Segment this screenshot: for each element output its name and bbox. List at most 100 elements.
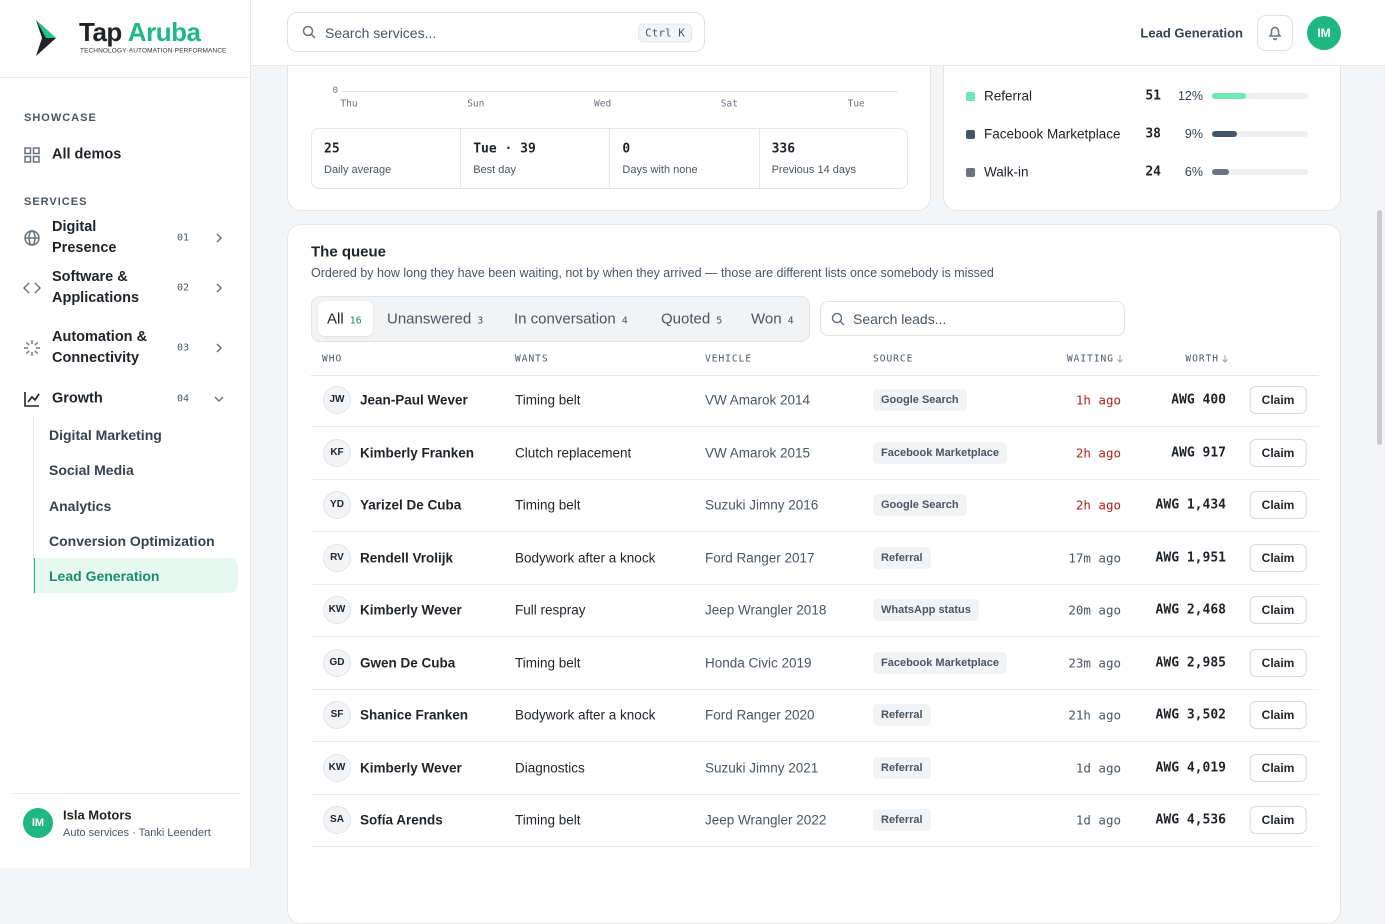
lead-name[interactable]: Gwen De Cuba — [360, 655, 456, 670]
tab[interactable]: Won 4 — [751, 311, 794, 328]
lead-name[interactable]: Sofía Arends — [360, 812, 443, 828]
lead-waiting: 1d ago — [1075, 760, 1121, 775]
claim-button[interactable]: Claim — [1249, 648, 1307, 677]
lead-vehicle: VW Amarok 2014 — [705, 392, 811, 408]
nav-item[interactable]: Automation & Connectivity — [52, 329, 148, 366]
stats-divider — [609, 128, 611, 189]
lead-avatar: KW — [323, 753, 351, 782]
brand-accent: Aruba — [127, 17, 201, 47]
tab[interactable]: Unanswered 3 — [387, 311, 483, 328]
share-track — [1212, 93, 1308, 99]
lead-wants: Timing belt — [515, 497, 581, 513]
lead-worth: AWG 4,536 — [1155, 812, 1226, 828]
lead-waiting: 23m ago — [1068, 655, 1121, 670]
x-tick-label: Wed — [594, 98, 612, 110]
row-rule — [311, 741, 1319, 742]
nav-subitem[interactable]: Analytics — [49, 497, 112, 514]
stat-label: Best day — [473, 164, 516, 176]
tab-count: 5 — [716, 315, 723, 327]
lead-name[interactable]: Kimberly Franken — [360, 445, 475, 460]
x-tick-label: Sat — [720, 98, 738, 110]
source-share: 9% — [1184, 127, 1203, 141]
claim-button[interactable]: Claim — [1249, 806, 1307, 834]
source-dot — [966, 168, 975, 177]
lead-vehicle: Ford Ranger 2020 — [705, 707, 815, 723]
divider — [0, 77, 250, 78]
share-track — [1212, 169, 1308, 175]
tab[interactable]: All 16 — [327, 311, 362, 328]
nav-subitem[interactable]: Social Media — [49, 462, 134, 479]
nav-item[interactable]: Growth — [52, 390, 103, 407]
nav-item[interactable]: Digital Presence — [52, 219, 117, 256]
nav-subitem[interactable]: Lead Generation — [49, 568, 160, 585]
lead-source: Google Search — [873, 389, 967, 411]
claim-button[interactable]: Claim — [1249, 386, 1307, 414]
row-rule — [311, 583, 1319, 585]
stat-value: 336 — [771, 141, 796, 157]
claim-button[interactable]: Claim — [1249, 753, 1307, 782]
notifications[interactable] — [1257, 15, 1293, 51]
row-rule — [311, 426, 1319, 427]
claim-button[interactable]: Claim — [1249, 701, 1307, 729]
brand-tagline: TECHNOLOGY·AUTOMATION·PERFORMANCE — [80, 47, 227, 55]
share-track — [1212, 131, 1308, 137]
nav-subitem[interactable]: Conversion Optimization — [49, 532, 215, 549]
stat-value: Tue · 39 — [473, 141, 536, 157]
row-rule — [311, 531, 1319, 532]
claim-button[interactable]: Claim — [1249, 543, 1307, 572]
lead-source: Referral — [873, 704, 931, 726]
lead-name[interactable]: Yarizel De Cuba — [360, 497, 462, 513]
nav-number: 03 — [177, 342, 190, 354]
header-rule — [311, 375, 1319, 376]
lead-name[interactable]: Kimberly Wever — [360, 760, 462, 775]
row-rule — [311, 846, 1319, 847]
source-share: 12% — [1177, 89, 1203, 103]
tab-label: All — [327, 310, 344, 328]
nav-item[interactable]: All demos — [52, 146, 122, 163]
nav-subitem[interactable]: Digital Marketing — [49, 427, 162, 443]
claim-button[interactable]: Claim — [1249, 596, 1307, 624]
lead-avatar: JW — [323, 386, 351, 414]
tab-label: Unanswered — [387, 310, 472, 328]
lead-source: Referral — [873, 546, 931, 569]
lead-wants: Bodywork after a knock — [515, 707, 656, 723]
column-header[interactable]: WORTH — [1185, 353, 1219, 365]
lead-name[interactable]: Jean-Paul Wever — [360, 392, 468, 408]
claim-button[interactable]: Claim — [1249, 491, 1307, 519]
source-name: Facebook Marketplace — [984, 126, 1121, 142]
user-avatar[interactable]: IM — [1307, 16, 1341, 50]
tab-count: 4 — [621, 315, 628, 327]
source-share: 6% — [1184, 165, 1203, 179]
lead-avatar: SA — [323, 806, 351, 834]
lead-waiting: 1h ago — [1075, 392, 1121, 408]
nav-item[interactable]: Software & Applications — [52, 269, 140, 306]
column-header[interactable]: WAITING — [1066, 353, 1114, 365]
lead-name[interactable]: Shanice Franken — [360, 707, 469, 723]
lead-source: Facebook Marketplace — [873, 441, 1007, 464]
claim-button[interactable]: Claim — [1249, 438, 1307, 467]
lead-vehicle: Ford Ranger 2017 — [705, 550, 815, 565]
sort-icon — [1117, 355, 1123, 363]
nav-icon — [24, 340, 40, 356]
stats-divider — [460, 128, 462, 189]
lead-avatar: KW — [323, 596, 351, 624]
lead-search-placeholder: Search leads... — [853, 311, 947, 327]
tab[interactable]: In conversation 4 — [514, 311, 628, 328]
lead-search[interactable] — [820, 301, 1125, 336]
x-tick-label: Thu — [340, 98, 358, 110]
stat-value: 25 — [324, 141, 340, 157]
queue-title: The queue — [311, 243, 387, 261]
sidebar: Tap Aruba TECHNOLOGY·AUTOMATION·PERFORMANC… — [0, 0, 251, 868]
tab[interactable]: Quoted 5 — [661, 311, 722, 328]
search-box[interactable] — [287, 12, 705, 52]
section-label: SHOWCASE — [24, 112, 97, 124]
lead-waiting: 20m ago — [1068, 602, 1121, 618]
y-tick-label: 0 — [332, 86, 338, 96]
lead-name[interactable]: Rendell Vrolijk — [360, 550, 454, 565]
lead-name[interactable]: Kimberly Wever — [360, 602, 462, 618]
brand-name: Tap Aruba — [79, 17, 201, 48]
source-count: 51 — [1145, 88, 1161, 104]
lead-vehicle: Jeep Wrangler 2022 — [705, 812, 827, 828]
source-count: 38 — [1145, 126, 1161, 142]
